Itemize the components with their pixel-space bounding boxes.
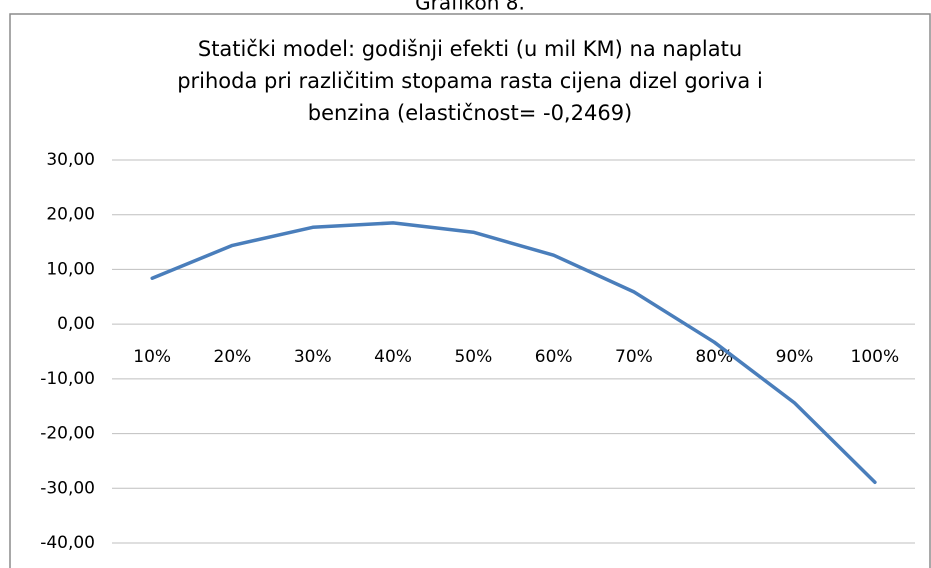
y-tick-label: 0,00 — [57, 314, 95, 334]
chart-frame — [9, 13, 931, 568]
chart-title: benzina (elastičnost= -0,2469) — [308, 101, 633, 125]
x-tick-label: 80% — [695, 347, 733, 367]
caption: Grafikon 8. — [415, 0, 525, 15]
data-line — [150, 221, 877, 485]
y-tick-label: -10,00 — [40, 369, 95, 389]
y-tick-label: 10,00 — [46, 259, 95, 279]
x-tick-label: 100% — [851, 347, 900, 367]
y-tick-label: -40,00 — [40, 533, 95, 553]
chart-title: prihoda pri različitim stopama rasta cij… — [177, 69, 763, 93]
y-tick-label: 30,00 — [46, 150, 95, 170]
y-tick-label: 20,00 — [46, 205, 95, 225]
x-tick-label: 30% — [294, 347, 332, 367]
x-tick-label: 40% — [374, 347, 412, 367]
x-tick-label: 70% — [615, 347, 653, 367]
x-tick-label: 20% — [214, 347, 252, 367]
x-tick-label: 50% — [454, 347, 492, 367]
y-tick-label: -20,00 — [40, 424, 95, 444]
x-tick-label: 60% — [535, 347, 573, 367]
chart-title: Statički model: godišnji efekti (u mil K… — [198, 37, 742, 61]
x-tick-label: 10% — [133, 347, 171, 367]
x-tick-label: 90% — [776, 347, 814, 367]
y-tick-label: -30,00 — [40, 478, 95, 498]
